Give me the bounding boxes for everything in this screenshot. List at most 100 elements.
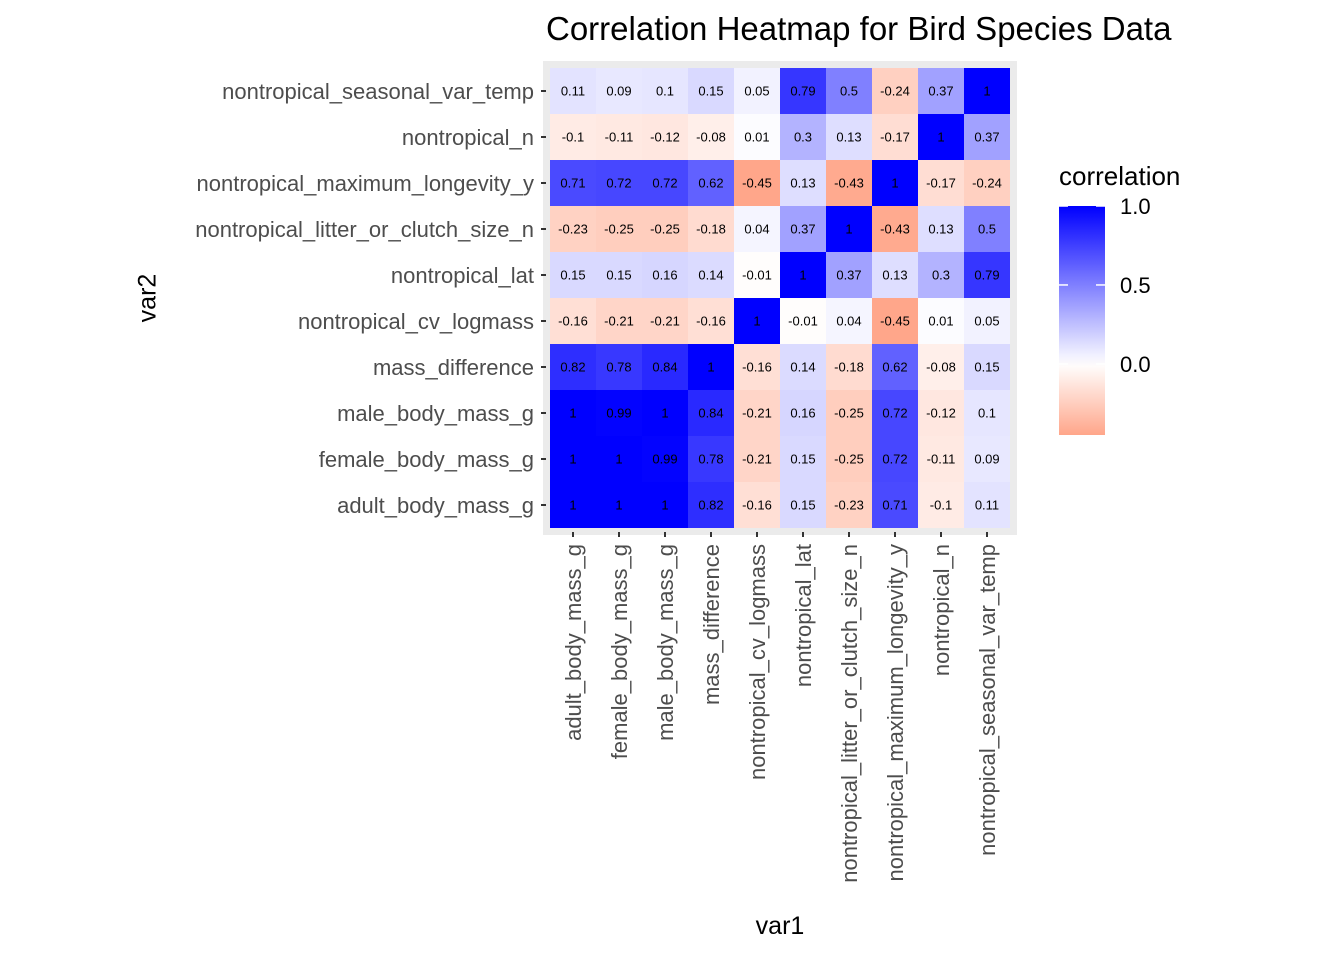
heatmap-cell <box>780 206 826 252</box>
cell-value-label: 0.84 <box>652 360 677 375</box>
cell-value-label: 0.79 <box>790 84 815 99</box>
cell-value-label: 0.11 <box>975 498 999 513</box>
heatmap-cell <box>918 482 964 528</box>
heatmap-cell <box>642 298 688 344</box>
cell-value-label: 1 <box>891 176 898 191</box>
cell-value-label: 0.5 <box>978 222 996 237</box>
heatmap-cell <box>550 436 596 482</box>
cell-value-label: 1 <box>937 130 944 145</box>
cell-value-label: -0.08 <box>696 130 726 145</box>
cell-value-label: -0.45 <box>742 176 772 191</box>
heatmap-cell <box>596 390 642 436</box>
heatmap-cell <box>688 114 734 160</box>
heatmap-cell <box>642 252 688 298</box>
heatmap-cell <box>596 114 642 160</box>
heatmap-cell <box>734 482 780 528</box>
cell-value-label: 1 <box>615 498 622 513</box>
heatmap-cell <box>780 68 826 114</box>
cell-value-label: 0.3 <box>932 268 950 283</box>
cell-value-label: 0.82 <box>698 498 723 513</box>
heatmap-cell <box>826 298 872 344</box>
cell-value-label: 0.09 <box>974 452 999 467</box>
heatmap-cell <box>964 390 1010 436</box>
heatmap-cell <box>550 160 596 206</box>
heatmap-cell <box>872 114 918 160</box>
heatmap-cell <box>780 344 826 390</box>
heatmap-cell <box>734 252 780 298</box>
heatmap-cell <box>964 68 1010 114</box>
cell-value-label: 1 <box>661 498 668 513</box>
heatmap-cell <box>734 68 780 114</box>
heatmap-cell <box>918 252 964 298</box>
heatmap-cell <box>826 436 872 482</box>
cell-value-label: -0.25 <box>834 406 864 421</box>
heatmap-cell <box>550 298 596 344</box>
heatmap-cell <box>734 390 780 436</box>
cell-value-label: 0.82 <box>560 360 585 375</box>
cell-value-label: -0.21 <box>650 314 680 329</box>
heatmap-cell <box>826 390 872 436</box>
cell-value-label: -0.16 <box>696 314 726 329</box>
heatmap-cell <box>964 298 1010 344</box>
legend-tick-label: 0.0 <box>1120 352 1151 377</box>
cell-value-label: 0.04 <box>836 314 861 329</box>
heatmap-cell <box>872 390 918 436</box>
heatmap-cell <box>734 298 780 344</box>
y-tick-label: adult_body_mass_g <box>337 493 534 518</box>
heatmap-cell <box>780 252 826 298</box>
x-tick-label: nontropical_seasonal_var_temp <box>975 544 1000 856</box>
cell-value-label: -0.24 <box>880 84 910 99</box>
cell-value-label: -0.25 <box>650 222 680 237</box>
y-tick-label: nontropical_seasonal_var_temp <box>222 79 534 104</box>
cell-value-label: 1 <box>983 84 990 99</box>
cell-value-label: 0.1 <box>656 84 674 99</box>
heatmap-cell <box>596 482 642 528</box>
heatmap-cell <box>688 160 734 206</box>
cell-value-label: 0.78 <box>698 452 723 467</box>
cell-value-label: -0.11 <box>927 452 956 467</box>
heatmap-cell <box>734 206 780 252</box>
cell-value-label: 0.78 <box>606 360 631 375</box>
cell-value-label: -0.25 <box>604 222 634 237</box>
heatmap-cell <box>826 68 872 114</box>
cell-value-label: 0.37 <box>836 268 861 283</box>
cell-value-label: -0.45 <box>880 314 910 329</box>
cell-value-label: 0.72 <box>882 406 907 421</box>
cell-value-label: -0.12 <box>650 130 680 145</box>
cell-value-label: 0.37 <box>928 84 953 99</box>
heatmap-cell <box>872 206 918 252</box>
cell-value-label: -0.23 <box>834 498 864 513</box>
cell-value-label: 0.05 <box>974 314 999 329</box>
legend-colorbar <box>1059 206 1105 435</box>
heatmap-cell <box>642 206 688 252</box>
cell-value-label: 0.14 <box>698 268 723 283</box>
cell-value-label: -0.16 <box>742 360 772 375</box>
heatmap-cell <box>872 344 918 390</box>
cell-value-label: -0.25 <box>834 452 864 467</box>
y-tick-label: male_body_mass_g <box>337 401 534 426</box>
cell-value-label: -0.01 <box>742 268 772 283</box>
heatmap-cell <box>780 298 826 344</box>
y-tick-label: nontropical_cv_logmass <box>298 309 534 334</box>
cell-value-label: 0.16 <box>790 406 815 421</box>
heatmap-cell <box>918 390 964 436</box>
cell-value-label: 0.13 <box>790 176 815 191</box>
cell-value-label: 0.37 <box>790 222 815 237</box>
cell-value-label: -0.12 <box>926 406 956 421</box>
cell-value-label: 0.01 <box>928 314 953 329</box>
cell-value-label: 0.04 <box>744 222 769 237</box>
cell-value-label: 1 <box>569 452 576 467</box>
cell-value-label: -0.43 <box>880 222 910 237</box>
heatmap-cell <box>642 344 688 390</box>
cell-value-label: -0.21 <box>742 452 772 467</box>
heatmap-cell <box>734 436 780 482</box>
heatmap-cell <box>964 482 1010 528</box>
x-tick-label: adult_body_mass_g <box>561 544 586 741</box>
heatmap-cell <box>964 252 1010 298</box>
cell-value-label: 0.72 <box>606 176 631 191</box>
x-tick-label: nontropical_litter_or_clutch_size_n <box>837 544 862 883</box>
heatmap-cell <box>596 298 642 344</box>
x-axis-title: var1 <box>755 912 805 940</box>
heatmap-cell <box>734 160 780 206</box>
